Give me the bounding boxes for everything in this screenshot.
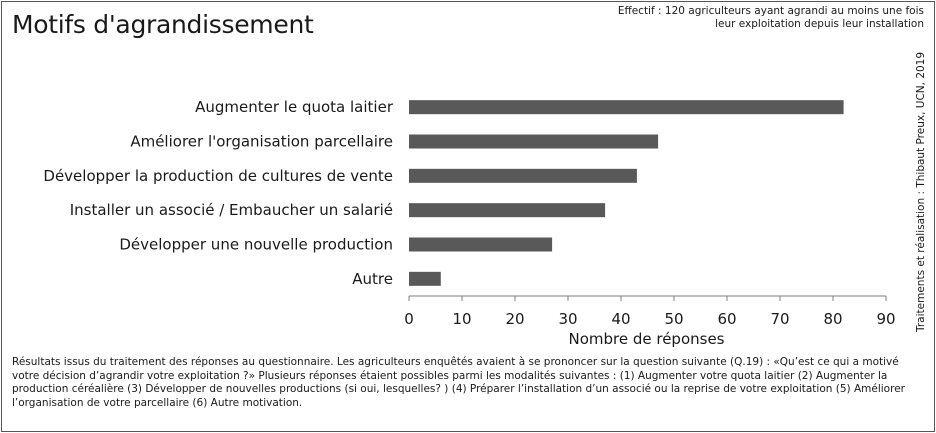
- category-label: Améliorer l'organisation parcellaire: [130, 133, 393, 151]
- bar: [409, 168, 637, 183]
- x-tick-label: 30: [558, 310, 577, 328]
- bar: [409, 271, 441, 286]
- category-label: Développer la production de cultures de …: [43, 167, 393, 185]
- bar: [409, 203, 606, 218]
- bars-layer: [409, 100, 844, 286]
- x-tick-label: 60: [717, 310, 736, 328]
- x-tick-label: 20: [505, 310, 524, 328]
- category-labels: Augmenter le quota laitier Améliorer l'or…: [43, 98, 393, 288]
- category-label: Installer un associé / Embaucher un sala…: [70, 201, 393, 219]
- x-axis-title: Nombre de réponses: [568, 330, 724, 348]
- x-tick-label: 70: [770, 310, 789, 328]
- chart-title: Motifs d'agrandissement: [12, 10, 314, 39]
- bar: [409, 100, 844, 115]
- bar: [409, 237, 553, 252]
- category-label: Développer une nouvelle production: [119, 236, 393, 254]
- category-label: Autre: [352, 270, 393, 288]
- category-label: Augmenter le quota laitier: [195, 98, 394, 116]
- methodology-footnote: Résultats issus du traitement des répons…: [12, 356, 905, 409]
- x-tick-label: 90: [876, 310, 895, 328]
- x-tick-label: 40: [611, 310, 630, 328]
- sample-size-note: Effectif : 120 agriculteurs ayant agrand…: [617, 5, 924, 30]
- x-axis: 0 10 20 30 40 50 60 70 80 90: [404, 295, 896, 328]
- x-tick-label: 80: [823, 310, 842, 328]
- x-tick-label: 10: [452, 310, 471, 328]
- x-tick-label: 0: [404, 310, 414, 328]
- x-tick-label: 50: [664, 310, 683, 328]
- bar: [409, 134, 659, 149]
